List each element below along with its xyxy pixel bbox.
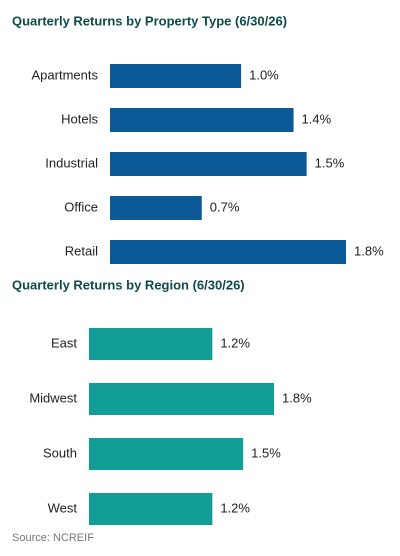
chart-title: Quarterly Returns by Region (6/30/26) xyxy=(12,277,245,292)
value-label: 1.4% xyxy=(302,111,332,126)
category-label: East xyxy=(51,335,77,350)
value-label: 1.8% xyxy=(282,390,312,405)
value-label: 1.5% xyxy=(315,155,345,170)
category-label: South xyxy=(43,445,77,460)
category-label: Midwest xyxy=(29,390,77,405)
value-label: 1.0% xyxy=(249,67,279,82)
category-label: Industrial xyxy=(45,155,98,170)
value-label: 1.8% xyxy=(354,243,384,258)
bar xyxy=(110,108,294,132)
bar xyxy=(89,328,213,360)
category-label: West xyxy=(48,500,78,515)
category-label: Apartments xyxy=(32,67,99,82)
category-label: Hotels xyxy=(61,111,98,126)
bar xyxy=(89,383,274,415)
bar xyxy=(89,438,244,470)
bar xyxy=(89,493,213,525)
value-label: 1.2% xyxy=(220,335,250,350)
bar xyxy=(110,152,307,176)
category-label: Office xyxy=(64,199,98,214)
category-label: Retail xyxy=(65,243,98,258)
value-label: 0.7% xyxy=(210,199,240,214)
bar xyxy=(110,240,346,264)
value-label: 1.2% xyxy=(220,500,250,515)
value-label: 1.5% xyxy=(251,445,281,460)
bar xyxy=(110,196,202,220)
bar xyxy=(110,64,242,88)
source-note: Source: NCREIF xyxy=(12,532,94,544)
chart-title: Quarterly Returns by Property Type (6/30… xyxy=(12,13,287,28)
